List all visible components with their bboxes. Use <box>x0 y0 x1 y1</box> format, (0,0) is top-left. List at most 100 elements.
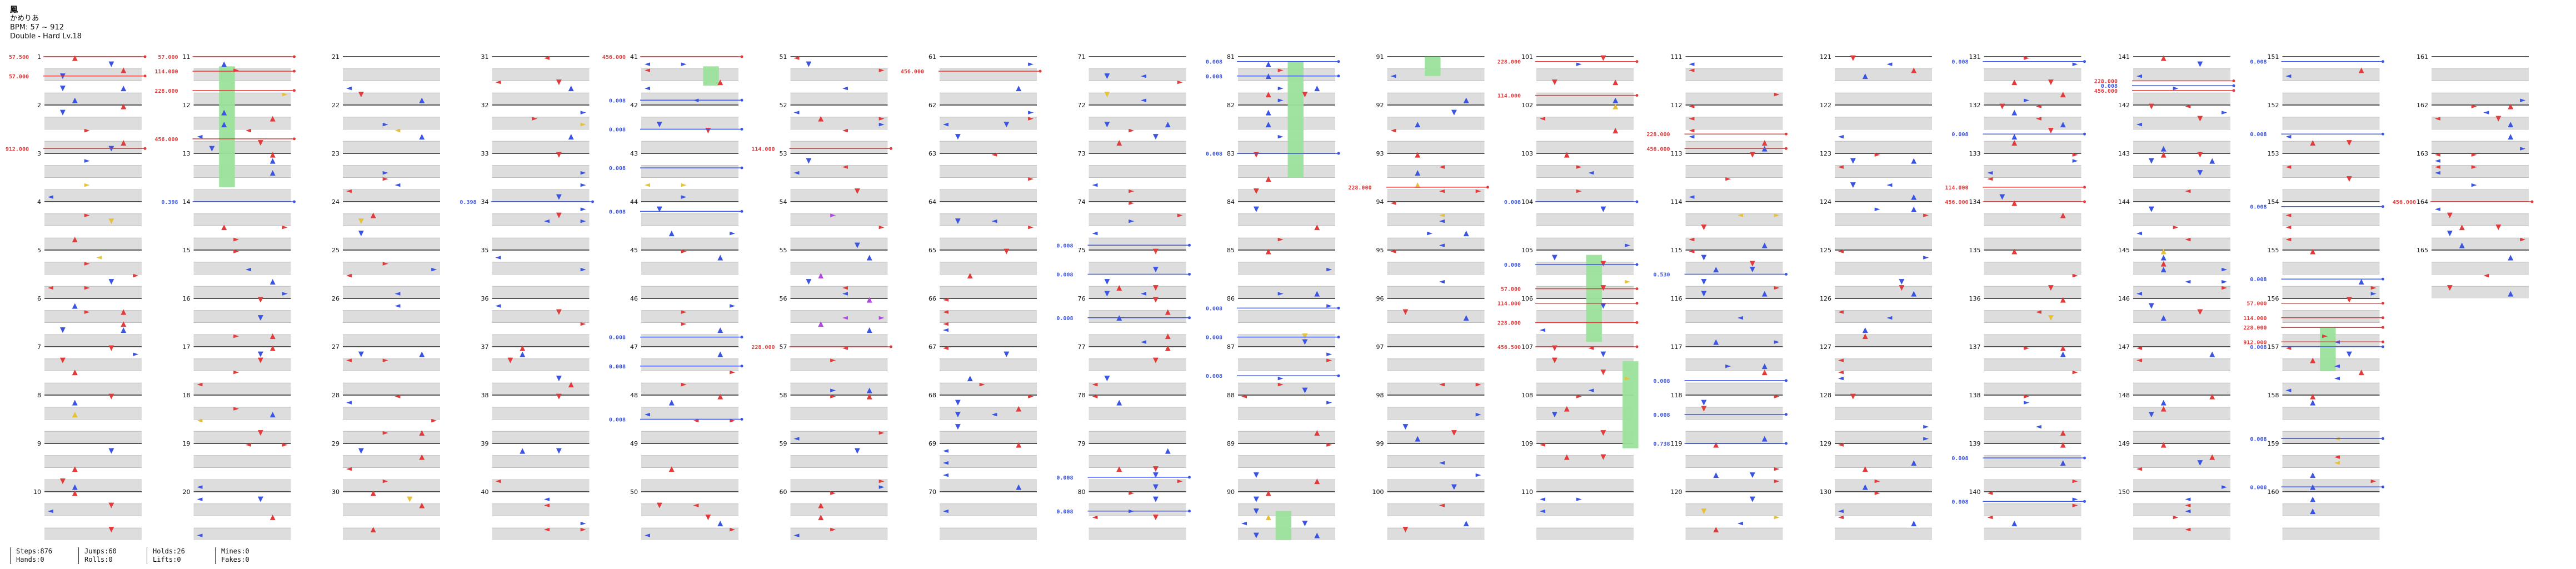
measure-notes: ►►►◄ <box>1092 199 1182 237</box>
measure-number: 97 <box>1376 343 1384 351</box>
stop-dot <box>1337 306 1340 310</box>
beat-band <box>343 407 440 420</box>
arrow-note: ▲ <box>2459 241 2465 249</box>
measure: 49 <box>630 440 738 492</box>
beat-band <box>492 528 590 540</box>
arrow-note: ▼ <box>108 501 114 510</box>
beat-band <box>44 213 142 226</box>
beat-band <box>940 238 1037 250</box>
arrow-note: ◄ <box>495 477 501 485</box>
measure-notes: ▲▼▼ <box>358 211 376 238</box>
measure: 121 <box>1820 53 1932 105</box>
arrow-note: ▼ <box>1402 525 1408 533</box>
arrow-note: ▼ <box>1254 507 1259 516</box>
beat-band <box>2133 262 2230 274</box>
arrow-note: ► <box>2371 477 2377 485</box>
arrow-note: ▼ <box>1701 253 1706 262</box>
measure: 79 <box>1078 440 1186 492</box>
arrow-note: ▼ <box>1153 495 1159 503</box>
measure-notes: ▼▼▼▲ ▼▼ ◄ <box>1104 247 1159 298</box>
arrow-note: ◄ <box>842 314 848 322</box>
measure: 12 <box>183 102 291 153</box>
arrow-note: ◄ <box>1987 489 1993 497</box>
stop-marker: 0.738 <box>1653 441 1788 447</box>
measure: 110 <box>1521 488 1634 540</box>
stop-dot <box>740 336 743 339</box>
arrow-note: ▲ <box>1266 121 1271 129</box>
arrow-note: ◄ <box>1886 181 1892 189</box>
arrow-note: ◄ <box>197 380 202 388</box>
beat-band <box>1984 68 2081 81</box>
measure: 152 <box>2268 102 2380 153</box>
measure: 147 <box>2118 343 2230 395</box>
measure: 112 <box>1671 102 1783 153</box>
measure-number: 89 <box>1227 440 1235 447</box>
beat-band <box>44 117 142 129</box>
beat-band <box>2133 213 2230 226</box>
arrow-note: ▲ <box>717 519 723 527</box>
beat-band <box>492 383 590 395</box>
measure-number: 149 <box>2118 440 2130 447</box>
beat-band <box>343 117 440 129</box>
beat-band <box>1835 480 1932 492</box>
measure-number: 73 <box>1078 150 1086 157</box>
measure-number: 15 <box>183 247 191 254</box>
arrow-note: ◄ <box>1987 169 1993 177</box>
beat-band <box>343 238 440 250</box>
beat-band <box>1835 407 1932 420</box>
stop-label: 0.398 <box>460 199 476 206</box>
bpm-label: 228.000 <box>1497 321 1521 327</box>
beat-band <box>44 383 142 395</box>
measure-number: 36 <box>481 295 489 302</box>
arrow-note: ► <box>2073 272 2078 280</box>
arrow-note: ◄ <box>943 459 948 467</box>
measure-number: 40 <box>481 488 489 496</box>
measure-number: 5 <box>37 247 41 254</box>
bpm-label: 57.000 <box>158 54 178 61</box>
arrow-note: ▲ <box>121 66 126 74</box>
measure-notes: ►▼▼ <box>1302 302 1332 346</box>
arrow-note: ► <box>233 332 239 340</box>
bpm-label: 456.000 <box>1945 199 1968 206</box>
beat-band <box>1387 141 1485 153</box>
beat-band <box>2432 213 2529 226</box>
measure-notes: ▼▼▲ <box>2149 302 2203 322</box>
measure: 138 <box>1969 392 2081 443</box>
arrow-note: ▼ <box>1600 302 1606 310</box>
arrow-note: ▼ <box>1153 483 1159 491</box>
beat-band <box>1238 480 1335 492</box>
stop-marker: 0.008 <box>1504 199 1639 206</box>
measure-notes: ◄▲▲►▲ <box>1838 441 1916 491</box>
measure: 142 <box>2118 102 2230 153</box>
measure-number: 95 <box>1376 247 1384 254</box>
arrow-note: ▼ <box>705 513 711 522</box>
measure-number: 106 <box>1521 295 1533 302</box>
arrow-note: ▼ <box>1254 151 1259 159</box>
arrow-note: ◄ <box>1588 386 1594 395</box>
measure: 126 <box>1820 295 1932 347</box>
measure: 61 <box>928 53 1037 105</box>
arrow-note: ▲ <box>1762 241 1768 249</box>
measure-notes: ▼►▲▼▲ <box>1552 54 1618 104</box>
beat-band <box>790 286 888 298</box>
arrow-note: ▲ <box>568 132 574 141</box>
measure-number: 84 <box>1227 198 1235 206</box>
measure: 16 <box>183 295 291 347</box>
arrow-note: ◄ <box>495 302 501 310</box>
beat-band <box>1835 310 1932 323</box>
measure-number: 55 <box>780 247 787 254</box>
measure-notes: ►◄▲► <box>233 247 288 298</box>
stop-label: 0.008 <box>2250 345 2267 351</box>
measure-number: 18 <box>183 392 191 399</box>
arrow-note: ▲ <box>1266 108 1271 117</box>
measure: 156 <box>2268 295 2380 347</box>
beat-band <box>1835 238 1932 250</box>
beat-band <box>1089 407 1186 420</box>
beat-band <box>1387 335 1485 347</box>
rolls-count: Rolls:0 <box>84 556 113 563</box>
arrow-note: ▼ <box>2048 314 2054 322</box>
bpm-dot <box>2232 89 2235 92</box>
beat-band <box>1984 310 2081 323</box>
arrow-note: ◄ <box>2285 132 2291 141</box>
measure-notes: ►►◄◄ <box>346 259 437 298</box>
